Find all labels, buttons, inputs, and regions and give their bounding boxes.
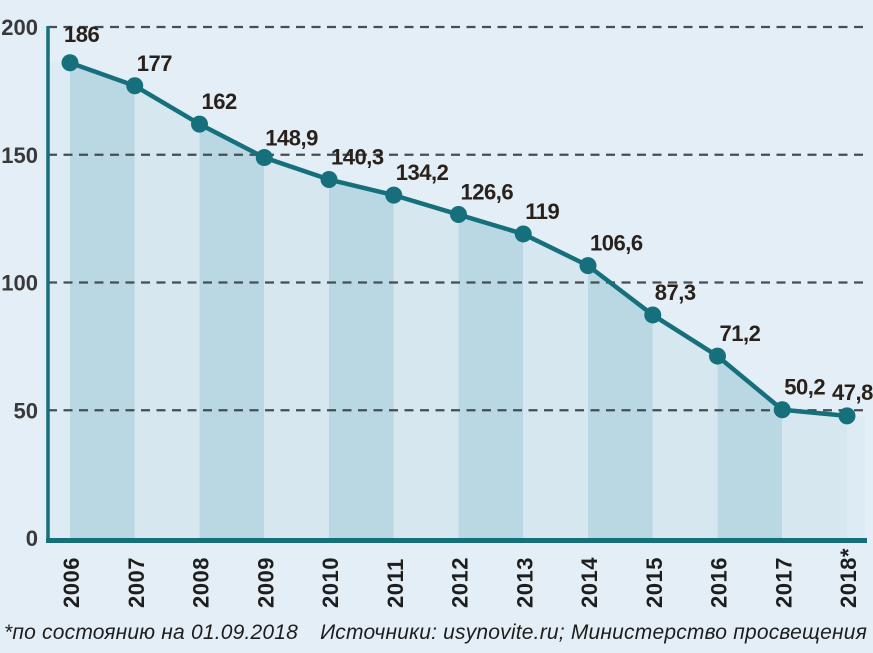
- x-tick-label: 2012: [448, 557, 473, 608]
- area-sliver-right: [847, 415, 865, 540]
- area-stripe: [329, 179, 394, 540]
- area-stripe: [588, 265, 653, 540]
- area-stripe: [782, 409, 847, 540]
- point-label: 162: [202, 89, 237, 114]
- y-tick-label: 150: [1, 143, 38, 168]
- area-stripe: [393, 195, 459, 540]
- data-point-2007: [126, 77, 144, 95]
- x-tick-label: 2006: [59, 557, 84, 608]
- area-sliver-left: [48, 62, 70, 541]
- x-tick-label: 2008: [189, 557, 214, 608]
- area-stripe: [652, 314, 718, 540]
- x-tick-label: 2013: [512, 557, 537, 608]
- x-tick-label: 2007: [124, 557, 149, 608]
- point-label: 148,9: [265, 126, 318, 151]
- y-tick-label: 200: [1, 15, 38, 40]
- x-tick-label: 2010: [318, 557, 343, 608]
- x-tick-label: 2014: [577, 557, 602, 608]
- line-area-chart: 186 177 162 148,9 140,3 134,2 126,6 119 106,6 87,…: [1, 15, 873, 608]
- data-point-2013: [514, 225, 532, 243]
- data-point-2017: [773, 401, 791, 419]
- area-stripe: [199, 124, 265, 540]
- x-tick-label: 2017: [771, 557, 796, 608]
- y-tick-label: 100: [1, 271, 38, 296]
- data-point-2014: [579, 257, 597, 275]
- point-label: 140,3: [331, 145, 384, 170]
- data-point-2006: [61, 54, 79, 72]
- point-label: 186: [64, 22, 99, 47]
- x-tick-label: 2011: [383, 558, 408, 608]
- footnote: *по состоянию на 01.09.2018 Источники: us…: [4, 621, 873, 645]
- x-tick-label: 2018*: [836, 548, 861, 608]
- point-label: 177: [137, 51, 172, 76]
- point-label: 126,6: [461, 180, 514, 205]
- x-tick-label: 2015: [642, 557, 667, 608]
- x-tick-label: 2016: [707, 557, 732, 608]
- area-stripe: [264, 157, 329, 541]
- point-label: 106,6: [590, 231, 643, 256]
- data-point-2010: [320, 171, 338, 189]
- point-label: 119: [525, 199, 559, 224]
- area-stripe: [458, 214, 524, 541]
- point-label: 47,8: [832, 380, 873, 405]
- area-stripe: [134, 85, 200, 540]
- point-label: 71,2: [720, 321, 761, 346]
- y-tick-label: 0: [26, 526, 38, 551]
- data-point-2015: [644, 306, 662, 324]
- point-label: 134,2: [396, 160, 449, 185]
- x-tick-label: 2009: [253, 557, 278, 608]
- point-label: 87,3: [655, 280, 696, 305]
- data-point-2011: [385, 186, 403, 204]
- data-point-2009: [255, 149, 273, 167]
- footnote-note: *по состоянию на 01.09.2018: [4, 621, 299, 644]
- y-tick-label: 50: [14, 398, 38, 423]
- footnote-sources: Источники: usynovite.ru; Министерство пр…: [320, 621, 873, 644]
- data-point-2018: [838, 407, 856, 425]
- data-point-2016: [709, 347, 726, 365]
- area-stripe: [717, 356, 783, 540]
- data-point-2008: [191, 115, 208, 133]
- area-stripe: [523, 233, 588, 540]
- area-stripe: [70, 62, 135, 541]
- data-point-2012: [450, 206, 467, 224]
- point-label: 50,2: [784, 375, 825, 400]
